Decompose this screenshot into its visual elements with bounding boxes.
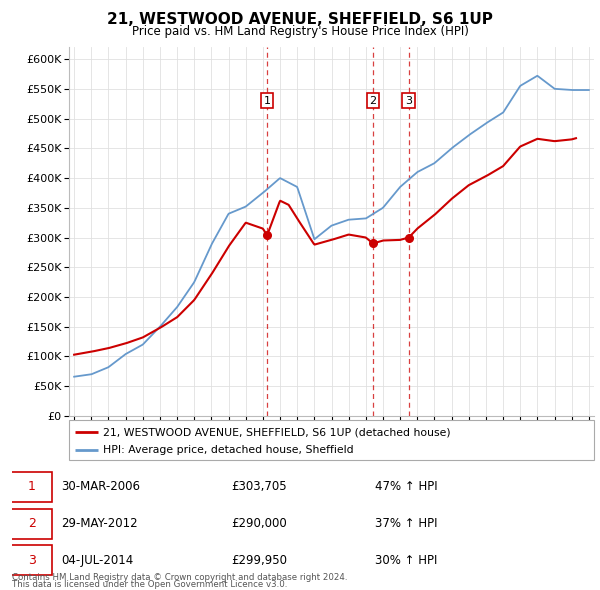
Text: Contains HM Land Registry data © Crown copyright and database right 2024.: Contains HM Land Registry data © Crown c… <box>12 573 347 582</box>
Text: 37% ↑ HPI: 37% ↑ HPI <box>375 517 437 530</box>
FancyBboxPatch shape <box>11 472 52 501</box>
FancyBboxPatch shape <box>11 509 52 539</box>
Text: 30% ↑ HPI: 30% ↑ HPI <box>375 554 437 567</box>
Text: £290,000: £290,000 <box>231 517 287 530</box>
Text: 29-MAY-2012: 29-MAY-2012 <box>61 517 137 530</box>
Text: 47% ↑ HPI: 47% ↑ HPI <box>375 480 437 493</box>
Text: This data is licensed under the Open Government Licence v3.0.: This data is licensed under the Open Gov… <box>12 581 287 589</box>
Text: 1: 1 <box>263 96 271 106</box>
Text: 21, WESTWOOD AVENUE, SHEFFIELD, S6 1UP (detached house): 21, WESTWOOD AVENUE, SHEFFIELD, S6 1UP (… <box>103 427 451 437</box>
Text: 2: 2 <box>28 517 35 530</box>
Text: Price paid vs. HM Land Registry's House Price Index (HPI): Price paid vs. HM Land Registry's House … <box>131 25 469 38</box>
Text: £303,705: £303,705 <box>231 480 287 493</box>
Text: 3: 3 <box>405 96 412 106</box>
Text: 04-JUL-2014: 04-JUL-2014 <box>61 554 133 567</box>
Text: £299,950: £299,950 <box>231 554 287 567</box>
Text: 2: 2 <box>370 96 377 106</box>
Text: 21, WESTWOOD AVENUE, SHEFFIELD, S6 1UP: 21, WESTWOOD AVENUE, SHEFFIELD, S6 1UP <box>107 12 493 27</box>
Text: 3: 3 <box>28 554 35 567</box>
Text: 30-MAR-2006: 30-MAR-2006 <box>61 480 140 493</box>
FancyBboxPatch shape <box>11 546 52 575</box>
Text: 1: 1 <box>28 480 35 493</box>
FancyBboxPatch shape <box>69 420 594 460</box>
Text: HPI: Average price, detached house, Sheffield: HPI: Average price, detached house, Shef… <box>103 445 354 455</box>
